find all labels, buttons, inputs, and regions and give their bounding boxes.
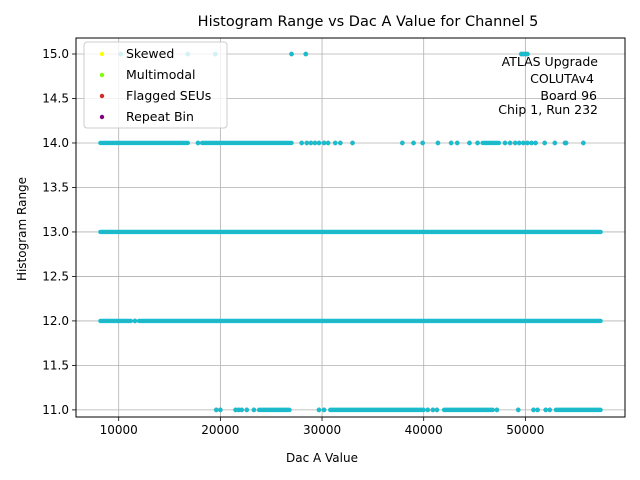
legend-label-flagged-seus: Flagged SEUs <box>126 88 211 103</box>
data-point <box>308 140 314 146</box>
x-tick-label: 40000 <box>405 423 443 437</box>
legend-marker-flagged-seus <box>99 93 105 99</box>
x-tick-label: 30000 <box>303 423 341 437</box>
data-points <box>98 51 603 413</box>
data-point <box>434 407 440 413</box>
data-point <box>520 140 526 146</box>
data-point <box>542 140 548 146</box>
data-point <box>251 407 257 413</box>
chart-title: Histogram Range vs Dac A Value for Chann… <box>198 14 539 30</box>
data-point <box>430 407 436 413</box>
data-point <box>475 140 480 146</box>
data-point <box>289 51 294 57</box>
data-point <box>525 51 530 57</box>
data-point <box>399 140 405 146</box>
run-annotation: ATLAS Upgrade COLUTAv4 Board 96 Chip 1, … <box>498 54 598 117</box>
data-point <box>239 407 245 413</box>
annotation-line-2: COLUTAv4 <box>530 71 594 86</box>
legend: Skewed Multimodal Flagged SEUs Repeat Bi… <box>83 41 228 129</box>
data-point <box>529 140 534 146</box>
y-tick-label: 14.0 <box>42 136 69 150</box>
y-tick-label: 11.5 <box>42 358 69 372</box>
data-point <box>502 140 508 146</box>
y-tick-label: 13.0 <box>42 225 69 239</box>
plot-frame <box>75 37 626 418</box>
data-point <box>217 407 223 413</box>
data-point <box>467 140 472 146</box>
data-point <box>533 140 538 146</box>
data-point <box>303 51 309 57</box>
data-point <box>531 407 536 413</box>
data-point <box>525 140 530 146</box>
data-point <box>316 407 322 413</box>
y-tick-label: 11.0 <box>42 403 69 417</box>
y-axis-label: Histogram Range <box>15 177 29 281</box>
legend-marker-skewed <box>99 51 105 57</box>
data-point <box>321 140 327 146</box>
data-point <box>563 140 569 146</box>
x-tick-label: 50000 <box>506 423 544 437</box>
x-axis-label: Dac A Value <box>286 451 358 465</box>
annotation-line-3: Board 96 <box>540 88 597 103</box>
x-tick-label: 20000 <box>201 423 239 437</box>
data-point <box>195 140 201 146</box>
y-axis-ticks: 11.0 11.5 12.0 12.5 13.0 13.5 14.0 14.5 15.0 <box>42 47 76 417</box>
data-point <box>494 407 500 413</box>
data-point <box>516 140 522 146</box>
data-point <box>547 407 553 413</box>
data-point <box>304 140 310 146</box>
data-point <box>448 140 454 146</box>
data-point <box>420 140 426 146</box>
legend-label-skewed: Skewed <box>126 46 174 61</box>
data-point <box>316 140 322 146</box>
data-point <box>411 140 416 146</box>
data-point <box>244 407 250 413</box>
legend-box <box>83 41 228 129</box>
data-point <box>507 140 513 146</box>
data-point <box>337 140 343 146</box>
data-point <box>580 140 586 146</box>
legend-label-multimodal: Multimodal <box>126 67 195 82</box>
annotation-line-1: ATLAS Upgrade <box>502 54 599 69</box>
data-point <box>321 407 327 413</box>
legend-label-repeat-bin: Repeat Bin <box>126 109 194 124</box>
y-tick-label: 14.5 <box>42 91 69 105</box>
data-point <box>552 140 558 146</box>
data-point <box>332 140 338 146</box>
data-point <box>512 140 518 146</box>
data-point <box>312 140 318 146</box>
legend-marker-multimodal <box>99 72 105 78</box>
y-tick-label: 13.5 <box>42 180 69 194</box>
data-point <box>425 407 431 413</box>
data-point <box>515 407 521 413</box>
data-point <box>132 318 138 324</box>
data-point <box>435 140 441 146</box>
data-point <box>299 140 305 146</box>
y-tick-label: 15.0 <box>42 47 69 61</box>
data-point <box>213 407 219 413</box>
data-point <box>535 407 540 413</box>
annotation-line-4: Chip 1, Run 232 <box>498 102 598 117</box>
y-tick-label: 12.0 <box>42 314 69 328</box>
data-point <box>350 140 355 146</box>
data-point <box>325 140 331 146</box>
x-axis-ticks: 10000 20000 30000 40000 50000 <box>100 417 544 437</box>
x-tick-label: 10000 <box>100 423 138 437</box>
legend-marker-repeat-bin <box>99 114 105 120</box>
y-tick-label: 12.5 <box>42 269 69 283</box>
data-point <box>543 407 549 413</box>
data-point <box>454 140 460 146</box>
